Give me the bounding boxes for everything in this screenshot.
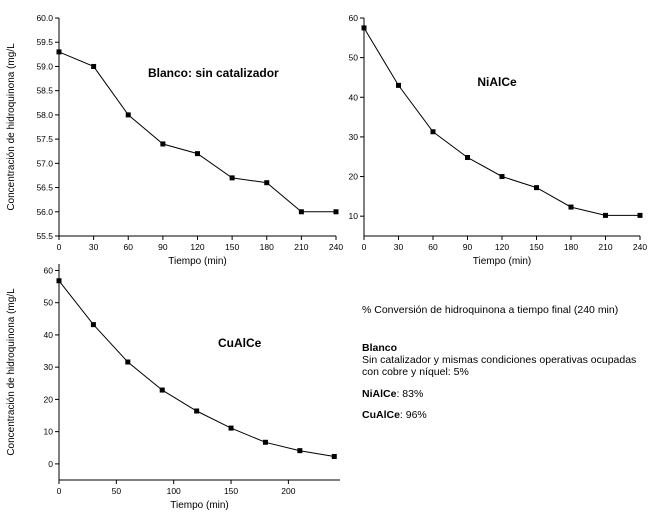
conversion-notes: % Conversión de hidroquinona a tiempo fi… [362, 304, 658, 421]
y-tick-label: 30 [44, 362, 54, 372]
niallce-label: NiAlCe [362, 388, 397, 400]
x-tick-label: 90 [158, 242, 168, 252]
data-point [568, 204, 574, 210]
y-tick-label: 40 [44, 330, 54, 340]
chart-annotation: NiAlCe [477, 75, 517, 89]
y-axis-label: Concentración de hidroquinona (mg/L [6, 43, 17, 211]
data-point [91, 63, 97, 69]
blanco-label: Blanco [362, 342, 398, 354]
y-tick-label: 57.0 [36, 158, 53, 168]
x-tick-label: 120 [495, 242, 509, 252]
x-tick-label: 0 [57, 242, 62, 252]
data-point [90, 322, 96, 328]
y-tick-label: 60.0 [36, 13, 53, 23]
data-point [499, 174, 505, 180]
blanco-line-1: Sin catalizador y mismas condiciones ope… [362, 354, 637, 366]
y-tick-label: 60 [44, 265, 54, 275]
y-tick-label: 56.0 [36, 207, 53, 217]
y-tick-label: 58.0 [36, 110, 53, 120]
data-point [637, 212, 643, 218]
x-axis-label: Tiempo (min) [170, 500, 229, 511]
series-line [363, 27, 640, 216]
niallce-value: : 83% [396, 388, 424, 400]
cualce-label: CuAlCe [362, 409, 400, 421]
chart-annotation: Blanco: sin catalizador [148, 66, 279, 80]
y-tick-label: 56.5 [36, 183, 53, 193]
niallce-result: NiAlCe: 83% [362, 388, 658, 400]
x-axis-label: Tiempo (min) [473, 256, 532, 267]
cualce-result: CuAlCe: 96% [362, 409, 658, 421]
x-tick-label: 210 [598, 242, 612, 252]
x-tick-label: 50 [112, 486, 122, 496]
y-tick-label: 30 [349, 132, 359, 142]
y-tick-label: 10 [44, 427, 54, 437]
chart-2: 0 30 60 90 120 150 180 210 240 10 20 30 40 50 60 Tiempo… [349, 13, 648, 267]
y-axis-label: Concentración de hidroquinona (mg/L [6, 288, 17, 456]
data-point [56, 278, 62, 284]
data-point [125, 359, 131, 365]
data-point [264, 180, 270, 186]
chart-3: 0 50 100 150 200 0 10 20 30 40 50 60 Tiempo (min) Con… [6, 264, 340, 511]
data-point [465, 155, 470, 161]
x-tick-label: 240 [633, 242, 647, 252]
x-tick-label: 0 [362, 242, 367, 252]
data-point [125, 112, 131, 118]
x-tick-label: 150 [529, 242, 543, 252]
x-tick-label: 0 [57, 486, 62, 496]
data-point [297, 448, 303, 454]
cualce-value: : 96% [399, 409, 427, 421]
notes-heading: % Conversión de hidroquinona a tiempo fi… [362, 304, 619, 316]
y-tick-label: 59.0 [36, 61, 53, 71]
y-tick-label: 0 [48, 459, 53, 469]
x-tick-label: 30 [394, 242, 404, 252]
data-point [262, 439, 268, 445]
y-tick-label: 59.5 [36, 37, 53, 47]
data-point [333, 209, 339, 215]
x-tick-label: 180 [260, 242, 274, 252]
data-point [195, 151, 200, 157]
y-tick-label: 60 [349, 13, 359, 23]
y-tick-label: 58.5 [36, 86, 53, 96]
data-point [331, 453, 337, 459]
series-line [58, 280, 335, 457]
chart-1: 0 30 60 90 120 150 180 210 240 55.5 56.0 56.5 57.0 57… [6, 13, 343, 267]
y-tick-label: 50 [44, 298, 54, 308]
data-point [361, 25, 367, 31]
x-tick-label: 60 [428, 242, 438, 252]
x-tick-label: 120 [190, 242, 204, 252]
x-tick-label: 60 [124, 242, 134, 252]
data-point [194, 408, 200, 414]
y-tick-label: 40 [349, 92, 359, 102]
x-tick-label: 100 [167, 486, 181, 496]
chart-annotation: CuAlCe [218, 336, 262, 350]
x-tick-label: 180 [564, 242, 578, 252]
x-tick-label: 90 [463, 242, 473, 252]
x-tick-label: 210 [294, 242, 308, 252]
blanco-line-2: con cobre y níquel: 5% [362, 366, 469, 378]
y-tick-label: 20 [349, 172, 359, 182]
data-point [228, 425, 234, 431]
x-tick-label: 150 [225, 242, 239, 252]
y-tick-label: 20 [44, 394, 54, 404]
data-point [396, 82, 401, 88]
y-tick-label: 50 [349, 53, 359, 63]
data-point [298, 209, 304, 215]
y-tick-label: 55.5 [36, 231, 53, 241]
y-tick-label: 10 [349, 211, 359, 221]
data-point [229, 175, 235, 181]
x-tick-label: 30 [89, 242, 99, 252]
data-point [534, 185, 539, 191]
data-point [160, 141, 166, 147]
data-point [603, 212, 608, 218]
data-point [56, 49, 62, 55]
x-axis-label: Tiempo (min) [168, 256, 227, 267]
y-tick-label: 57.5 [36, 134, 53, 144]
data-point [159, 387, 165, 393]
data-point [430, 129, 436, 135]
x-tick-label: 240 [329, 242, 343, 252]
x-tick-label: 150 [224, 486, 238, 496]
x-tick-label: 200 [281, 486, 295, 496]
